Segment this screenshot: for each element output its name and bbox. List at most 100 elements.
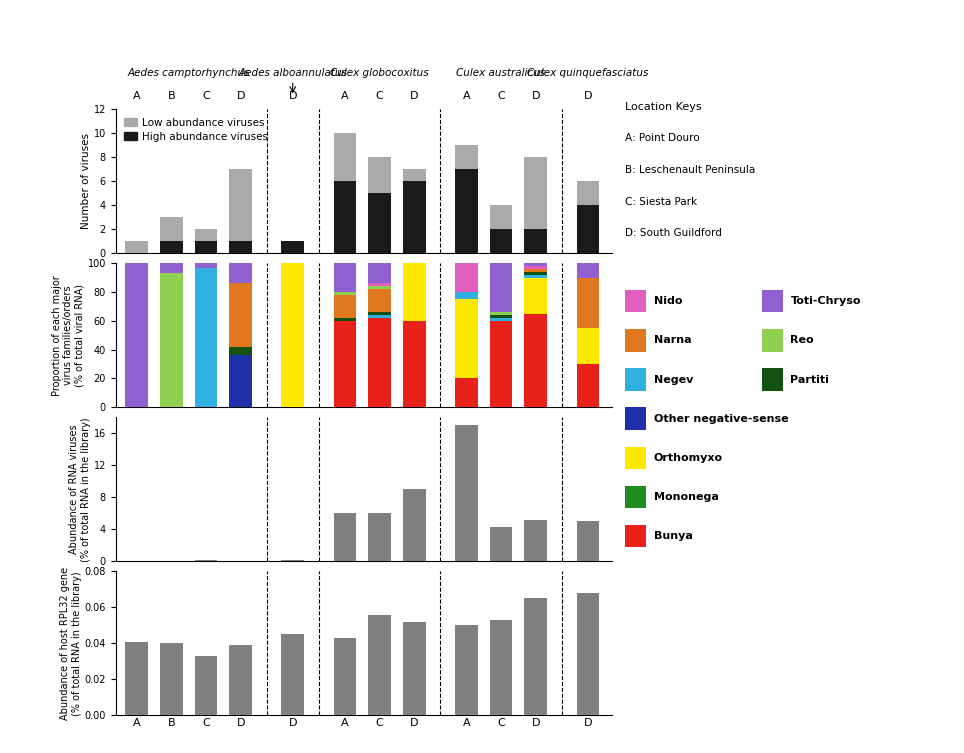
Bar bbox=[490, 312, 512, 315]
Text: C: C bbox=[376, 90, 384, 101]
Bar bbox=[229, 346, 252, 355]
Bar bbox=[195, 267, 217, 407]
Text: C: C bbox=[202, 90, 210, 101]
Text: Partiti: Partiti bbox=[790, 374, 829, 385]
Bar bbox=[524, 266, 547, 269]
Text: C: C bbox=[497, 90, 505, 101]
Bar bbox=[490, 229, 512, 253]
Bar bbox=[524, 229, 547, 253]
Text: A: Point Douro: A: Point Douro bbox=[625, 133, 699, 143]
Text: Narna: Narna bbox=[654, 335, 691, 346]
Bar bbox=[334, 292, 356, 295]
Bar bbox=[490, 315, 512, 318]
Bar bbox=[576, 181, 599, 205]
Bar bbox=[160, 273, 182, 407]
Bar bbox=[403, 622, 425, 715]
Bar bbox=[576, 278, 599, 328]
Bar bbox=[195, 264, 217, 267]
Bar bbox=[524, 520, 547, 561]
Bar bbox=[524, 275, 547, 278]
Bar bbox=[334, 318, 356, 321]
Text: C: Siesta Park: C: Siesta Park bbox=[625, 197, 697, 206]
Bar bbox=[403, 169, 425, 181]
Bar bbox=[281, 264, 304, 407]
Bar bbox=[490, 205, 512, 229]
Text: Toti-Chryso: Toti-Chryso bbox=[790, 296, 861, 306]
Bar bbox=[334, 514, 356, 561]
Bar bbox=[403, 181, 425, 253]
Legend: Low abundance viruses, High abundance viruses: Low abundance viruses, High abundance vi… bbox=[120, 114, 271, 145]
Text: Bunya: Bunya bbox=[654, 531, 692, 541]
Bar bbox=[455, 292, 477, 299]
Y-axis label: Proportion of each major
virus families/orders
(% of total viral RNA): Proportion of each major virus families/… bbox=[52, 275, 85, 395]
Bar bbox=[229, 355, 252, 407]
Text: D: South Guildford: D: South Guildford bbox=[625, 228, 721, 238]
Text: Nido: Nido bbox=[654, 296, 683, 306]
Bar bbox=[576, 264, 599, 278]
Bar bbox=[576, 521, 599, 561]
Text: A: A bbox=[463, 90, 470, 101]
Text: D: D bbox=[410, 90, 418, 101]
Bar bbox=[368, 289, 390, 312]
Text: D: D bbox=[583, 90, 592, 101]
Bar bbox=[576, 364, 599, 407]
Bar bbox=[125, 241, 147, 253]
Bar bbox=[368, 514, 390, 561]
Bar bbox=[524, 314, 547, 407]
Bar bbox=[455, 625, 477, 715]
Bar bbox=[229, 264, 252, 283]
Bar bbox=[334, 181, 356, 253]
Bar bbox=[195, 656, 217, 715]
Y-axis label: Number of viruses: Number of viruses bbox=[81, 133, 91, 229]
Bar bbox=[195, 559, 217, 561]
Bar bbox=[334, 264, 356, 292]
Text: A: A bbox=[133, 90, 141, 101]
Bar bbox=[455, 425, 477, 561]
Bar bbox=[455, 264, 477, 292]
Text: B: B bbox=[168, 90, 175, 101]
Bar bbox=[368, 157, 390, 194]
Text: Aedes camptorhynchus: Aedes camptorhynchus bbox=[127, 68, 250, 78]
Text: Aedes alboannulatus: Aedes alboannulatus bbox=[238, 68, 347, 78]
Bar bbox=[229, 169, 252, 241]
Y-axis label: Abundance of host RPL32 gene
(% of total RNA in the library): Abundance of host RPL32 gene (% of total… bbox=[60, 567, 82, 720]
Bar bbox=[524, 264, 547, 266]
Text: A: A bbox=[341, 90, 349, 101]
Bar bbox=[229, 283, 252, 346]
Bar bbox=[368, 264, 390, 283]
Text: Culex australicus: Culex australicus bbox=[457, 68, 546, 78]
Bar bbox=[195, 229, 217, 241]
Y-axis label: Abundance of RNA viruses
(% of total RNA in the library): Abundance of RNA viruses (% of total RNA… bbox=[69, 417, 91, 562]
Bar bbox=[576, 328, 599, 364]
Text: Orthomyxo: Orthomyxo bbox=[654, 453, 723, 463]
Text: Negev: Negev bbox=[654, 374, 693, 385]
Bar bbox=[455, 169, 477, 253]
Bar bbox=[524, 272, 547, 275]
Bar bbox=[490, 321, 512, 407]
Text: Reo: Reo bbox=[790, 335, 815, 346]
Bar bbox=[576, 593, 599, 715]
Bar bbox=[281, 634, 304, 715]
Bar bbox=[524, 157, 547, 229]
Bar bbox=[125, 264, 147, 407]
Bar bbox=[334, 638, 356, 715]
Bar bbox=[490, 527, 512, 561]
Bar bbox=[125, 642, 147, 715]
Bar bbox=[403, 264, 425, 321]
Bar bbox=[160, 217, 182, 241]
Text: B: Leschenault Peninsula: B: Leschenault Peninsula bbox=[625, 165, 755, 175]
Text: Culex globocoxitus: Culex globocoxitus bbox=[331, 68, 429, 78]
Bar bbox=[334, 133, 356, 181]
Bar bbox=[455, 379, 477, 407]
Bar bbox=[281, 241, 304, 253]
Bar bbox=[368, 315, 390, 318]
Bar bbox=[334, 295, 356, 318]
Bar bbox=[160, 264, 182, 273]
Text: Culex quinquefasciatus: Culex quinquefasciatus bbox=[527, 68, 649, 78]
Bar bbox=[490, 318, 512, 321]
Bar bbox=[229, 645, 252, 715]
Bar bbox=[490, 620, 512, 715]
Bar bbox=[524, 599, 547, 715]
Bar bbox=[368, 194, 390, 253]
Text: Mononega: Mononega bbox=[654, 492, 718, 502]
